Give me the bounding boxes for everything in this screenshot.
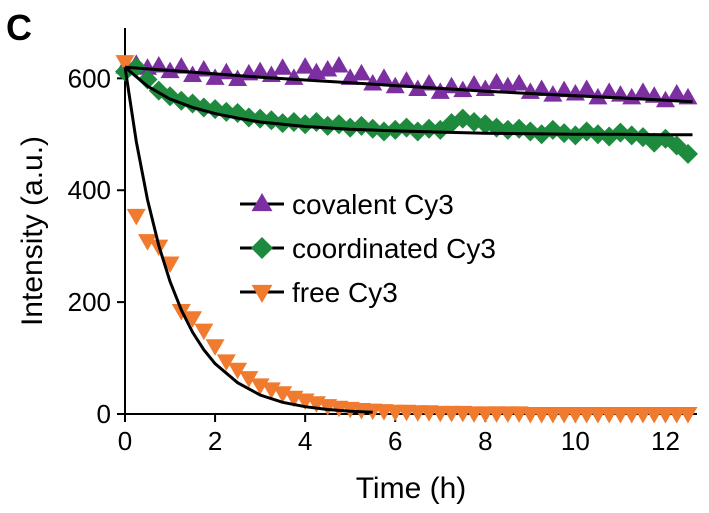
data-point (261, 110, 282, 131)
x-tick-label: 2 (208, 426, 222, 456)
data-point (138, 234, 158, 251)
fit-curves (123, 65, 693, 414)
data-point (351, 63, 371, 81)
y-tick-label: 400 (68, 175, 111, 205)
data-point (599, 82, 619, 99)
data-point (137, 69, 158, 90)
y-axis-title: Intensity (a.u.) (16, 136, 49, 326)
legend-marker (251, 193, 273, 212)
data-point (396, 71, 416, 88)
data-point (115, 55, 135, 72)
data-point (216, 354, 236, 371)
data-point (273, 58, 293, 75)
x-axis-title: Time (h) (356, 472, 467, 505)
data-point (363, 73, 383, 91)
legend-marker (251, 284, 273, 303)
data-point (577, 79, 597, 97)
data-point (194, 323, 214, 341)
data-point (430, 82, 450, 99)
data-point (509, 73, 529, 91)
data-point (216, 62, 236, 80)
y-tick-label: 600 (68, 63, 111, 93)
data-point (487, 72, 507, 90)
data-point (126, 208, 146, 226)
data-point (160, 256, 180, 273)
data-point (532, 79, 552, 97)
data-point (622, 87, 642, 105)
y-ticks: 0 200 400 600 (68, 63, 125, 429)
data-point (464, 75, 484, 92)
data-point (329, 56, 349, 73)
panel-label: C (6, 7, 32, 48)
x-tick-label: 8 (478, 426, 492, 456)
x-ticks: 0 2 4 6 8 10 12 (118, 414, 680, 456)
legend-entry: covalent Cy3 (240, 189, 454, 220)
data-point (430, 119, 451, 140)
data-point (205, 68, 225, 85)
x-tick-label: 6 (388, 426, 402, 456)
data-point (667, 84, 687, 101)
data-point (183, 311, 203, 328)
data-point (678, 406, 698, 424)
data-point (183, 65, 203, 83)
fit-curve (124, 65, 693, 104)
data-point (228, 69, 248, 86)
fit-curve (124, 66, 693, 137)
data-point (633, 82, 653, 99)
x-tick-label: 12 (651, 426, 680, 456)
legend-entry: free Cy3 (240, 277, 398, 308)
series-free-cy3 (115, 55, 698, 424)
data-point (374, 68, 394, 85)
legend-entry: coordinated Cy3 (240, 233, 496, 264)
legend-marker (251, 237, 273, 259)
fit-curve (123, 66, 373, 414)
data-point (554, 80, 574, 98)
data-point (238, 107, 259, 128)
y-tick-label: 0 (97, 399, 111, 429)
data-point (295, 57, 315, 74)
legend-label: covalent Cy3 (292, 189, 454, 220)
y-tick-label: 200 (68, 287, 111, 317)
legend-label: free Cy3 (292, 277, 398, 308)
data-point (340, 68, 360, 85)
data-point (239, 371, 259, 388)
x-tick-label: 0 (118, 426, 132, 456)
data-point (273, 386, 293, 403)
data-point (228, 362, 248, 380)
data-point (250, 61, 270, 79)
legend-label: coordinated Cy3 (292, 233, 496, 264)
legend: covalent Cy3 coordinated Cy3 free Cy3 (240, 189, 496, 308)
x-tick-label: 4 (298, 426, 312, 456)
x-tick-label: 10 (561, 426, 590, 456)
axes: 0 200 400 600 0 2 4 6 8 10 12 (68, 28, 697, 456)
data-point (419, 118, 440, 139)
data-point (677, 143, 698, 164)
data-point (205, 339, 225, 356)
